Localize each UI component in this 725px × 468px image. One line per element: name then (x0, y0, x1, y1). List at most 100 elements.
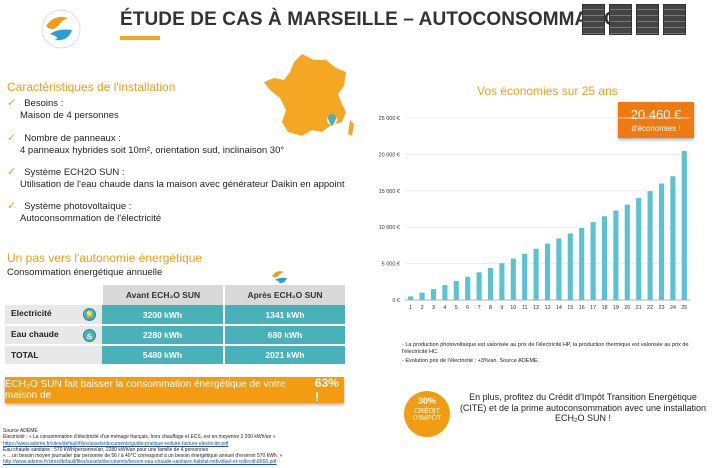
x-tick-label: 15 (567, 305, 573, 311)
x-tick-label: 9 (500, 305, 503, 311)
x-tick-label: 13 (544, 305, 550, 311)
bar (590, 222, 596, 300)
x-tick-label: 2 (421, 305, 424, 311)
reduction-banner: ECH₂O SUN fait baisser la consommation é… (5, 376, 344, 404)
banner-value: 63% ! (314, 376, 339, 404)
table-cell: 680 kWh (224, 325, 347, 346)
table-cell: 2021 kWh (224, 345, 347, 366)
x-tick-label: 8 (489, 305, 492, 311)
y-tick-label: 15 000 € (379, 189, 400, 195)
bar (613, 210, 619, 300)
check-icon: ✓ (7, 132, 17, 144)
y-tick-label: 20 000 € (379, 152, 400, 158)
bar (670, 176, 676, 300)
x-tick-label: 5 (455, 305, 458, 311)
table-row: Electricité 💡 3200 kWh 1341 kWh (5, 305, 347, 326)
column-header: Avant ECH₂O SUN (102, 285, 225, 305)
installation-heading: Caractéristiques de l'installation (7, 80, 176, 94)
bar (476, 272, 482, 300)
bar (636, 198, 642, 300)
x-tick-label: 14 (556, 305, 562, 311)
column-header: Après ECH₂O SUN (224, 285, 347, 305)
savings-heading: Vos économies sur 25 ans (477, 84, 618, 98)
bar (658, 183, 665, 300)
y-tick-label: 10 000 € (379, 225, 400, 231)
x-tick-label: 23 (658, 305, 664, 311)
bar (579, 227, 585, 300)
source-link[interactable]: http://www.ademe.fr/sites/default/files/… (3, 459, 277, 466)
y-tick-label: 0 € (392, 298, 400, 304)
table-cell: 3200 kWh (102, 305, 225, 326)
x-tick-label: 21 (636, 305, 642, 311)
check-icon: ✓ (7, 97, 17, 109)
x-tick-label: 16 (579, 305, 585, 311)
title-underline (120, 36, 160, 40)
bar (556, 238, 562, 300)
check-icon: ✓ (7, 166, 17, 178)
x-tick-label: 22 (647, 305, 653, 311)
autonomy-heading: Un pas vers l'autonomie énergétique (7, 251, 203, 265)
x-tick-label: 3 (432, 305, 435, 311)
lightbulb-icon: 💡 (83, 308, 96, 321)
page-title: ÉTUDE DE CAS À MARSEILLE – AUTOCONSOMMAT… (120, 9, 633, 30)
savings-chart: 0 € 5 000 € 10 000 € 15 000 € 20 000 € 25 000… (379, 116, 690, 311)
france-map (262, 50, 358, 142)
bar (533, 248, 539, 300)
bar (465, 276, 471, 300)
x-tick-label: 7 (478, 305, 481, 311)
x-tick-label: 11 (522, 305, 528, 311)
bar (487, 267, 494, 300)
consumption-subheading: Consommation énergétique annuelle (7, 267, 163, 278)
row-label: Eau chaude (11, 328, 59, 339)
banner-text: ECH₂O SUN fait baisser la consommation é… (5, 379, 286, 401)
row-label: TOTAL (5, 345, 102, 366)
x-tick-label: 19 (613, 305, 619, 311)
list-item: ✓ Système photovoltaïque : Autoconsommati… (7, 200, 162, 224)
bar (601, 216, 608, 300)
water-heater-icon: ♨ (83, 328, 96, 342)
x-tick-label: 6 (466, 305, 469, 311)
x-tick-label: 18 (601, 305, 607, 311)
installation-list: ✓ Besoins : Maison de 4 personnes ✓ Nombre… (7, 97, 367, 225)
x-tick-label: 12 (533, 305, 539, 311)
bar (567, 233, 573, 300)
list-item: ✓ Besoins : Maison de 4 personnes (7, 97, 119, 121)
tax-credit-badge: 30% CRÉDIT D'IMPÔT (404, 391, 450, 437)
table-row: TOTAL 5480 kWh 2021 kWh (5, 345, 347, 366)
bar (499, 263, 505, 300)
table-cell: 1341 kWh (224, 305, 347, 326)
tax-credit-text: En plus, profitez du Crédit d'Impôt Tran… (459, 392, 707, 423)
chart-notes: - La production photovoltaïque est valor… (402, 342, 689, 364)
table-row: Eau chaude ♨ 2280 kWh 680 kWh (5, 325, 347, 346)
bar (510, 258, 516, 300)
x-tick-label: 1 (409, 305, 412, 311)
list-item: ✓ Nombre de panneaux : 4 panneaux hybride… (7, 132, 285, 156)
company-logo (38, 8, 84, 50)
x-tick-label: 24 (670, 305, 676, 311)
x-tick-label: 4 (443, 305, 446, 311)
bar (453, 281, 459, 300)
bar (419, 292, 425, 300)
x-tick-label: 17 (590, 305, 596, 311)
bar (430, 289, 437, 300)
x-tick-label: 25 (681, 305, 687, 311)
bar (624, 204, 630, 300)
table-cell: 2280 kWh (102, 325, 225, 346)
list-item: ✓ Système ECH2O SUN : Utilisation de l'ea… (7, 166, 345, 190)
bar (544, 243, 551, 300)
product-logo (270, 268, 290, 286)
check-icon: ✓ (7, 200, 17, 212)
bar (408, 296, 414, 300)
solar-panels-image (582, 4, 686, 35)
sources-footnote: Source ADEME Electricité : « La consomma… (3, 428, 363, 466)
table-cell: 5480 kWh (102, 345, 225, 366)
bar (442, 285, 448, 300)
consumption-table: Avant ECH₂O SUN Après ECH₂O SUN Electric… (5, 285, 347, 366)
x-tick-label: 20 (624, 305, 630, 311)
bar (647, 191, 653, 300)
x-tick-label: 10 (510, 305, 516, 311)
y-tick-label: 25 000 € (379, 116, 400, 122)
row-label: Electricité (11, 308, 52, 318)
y-tick-label: 5 000 € (382, 262, 400, 268)
source-link[interactable]: https://www.ademe.fr/sites/default/files… (3, 440, 229, 447)
